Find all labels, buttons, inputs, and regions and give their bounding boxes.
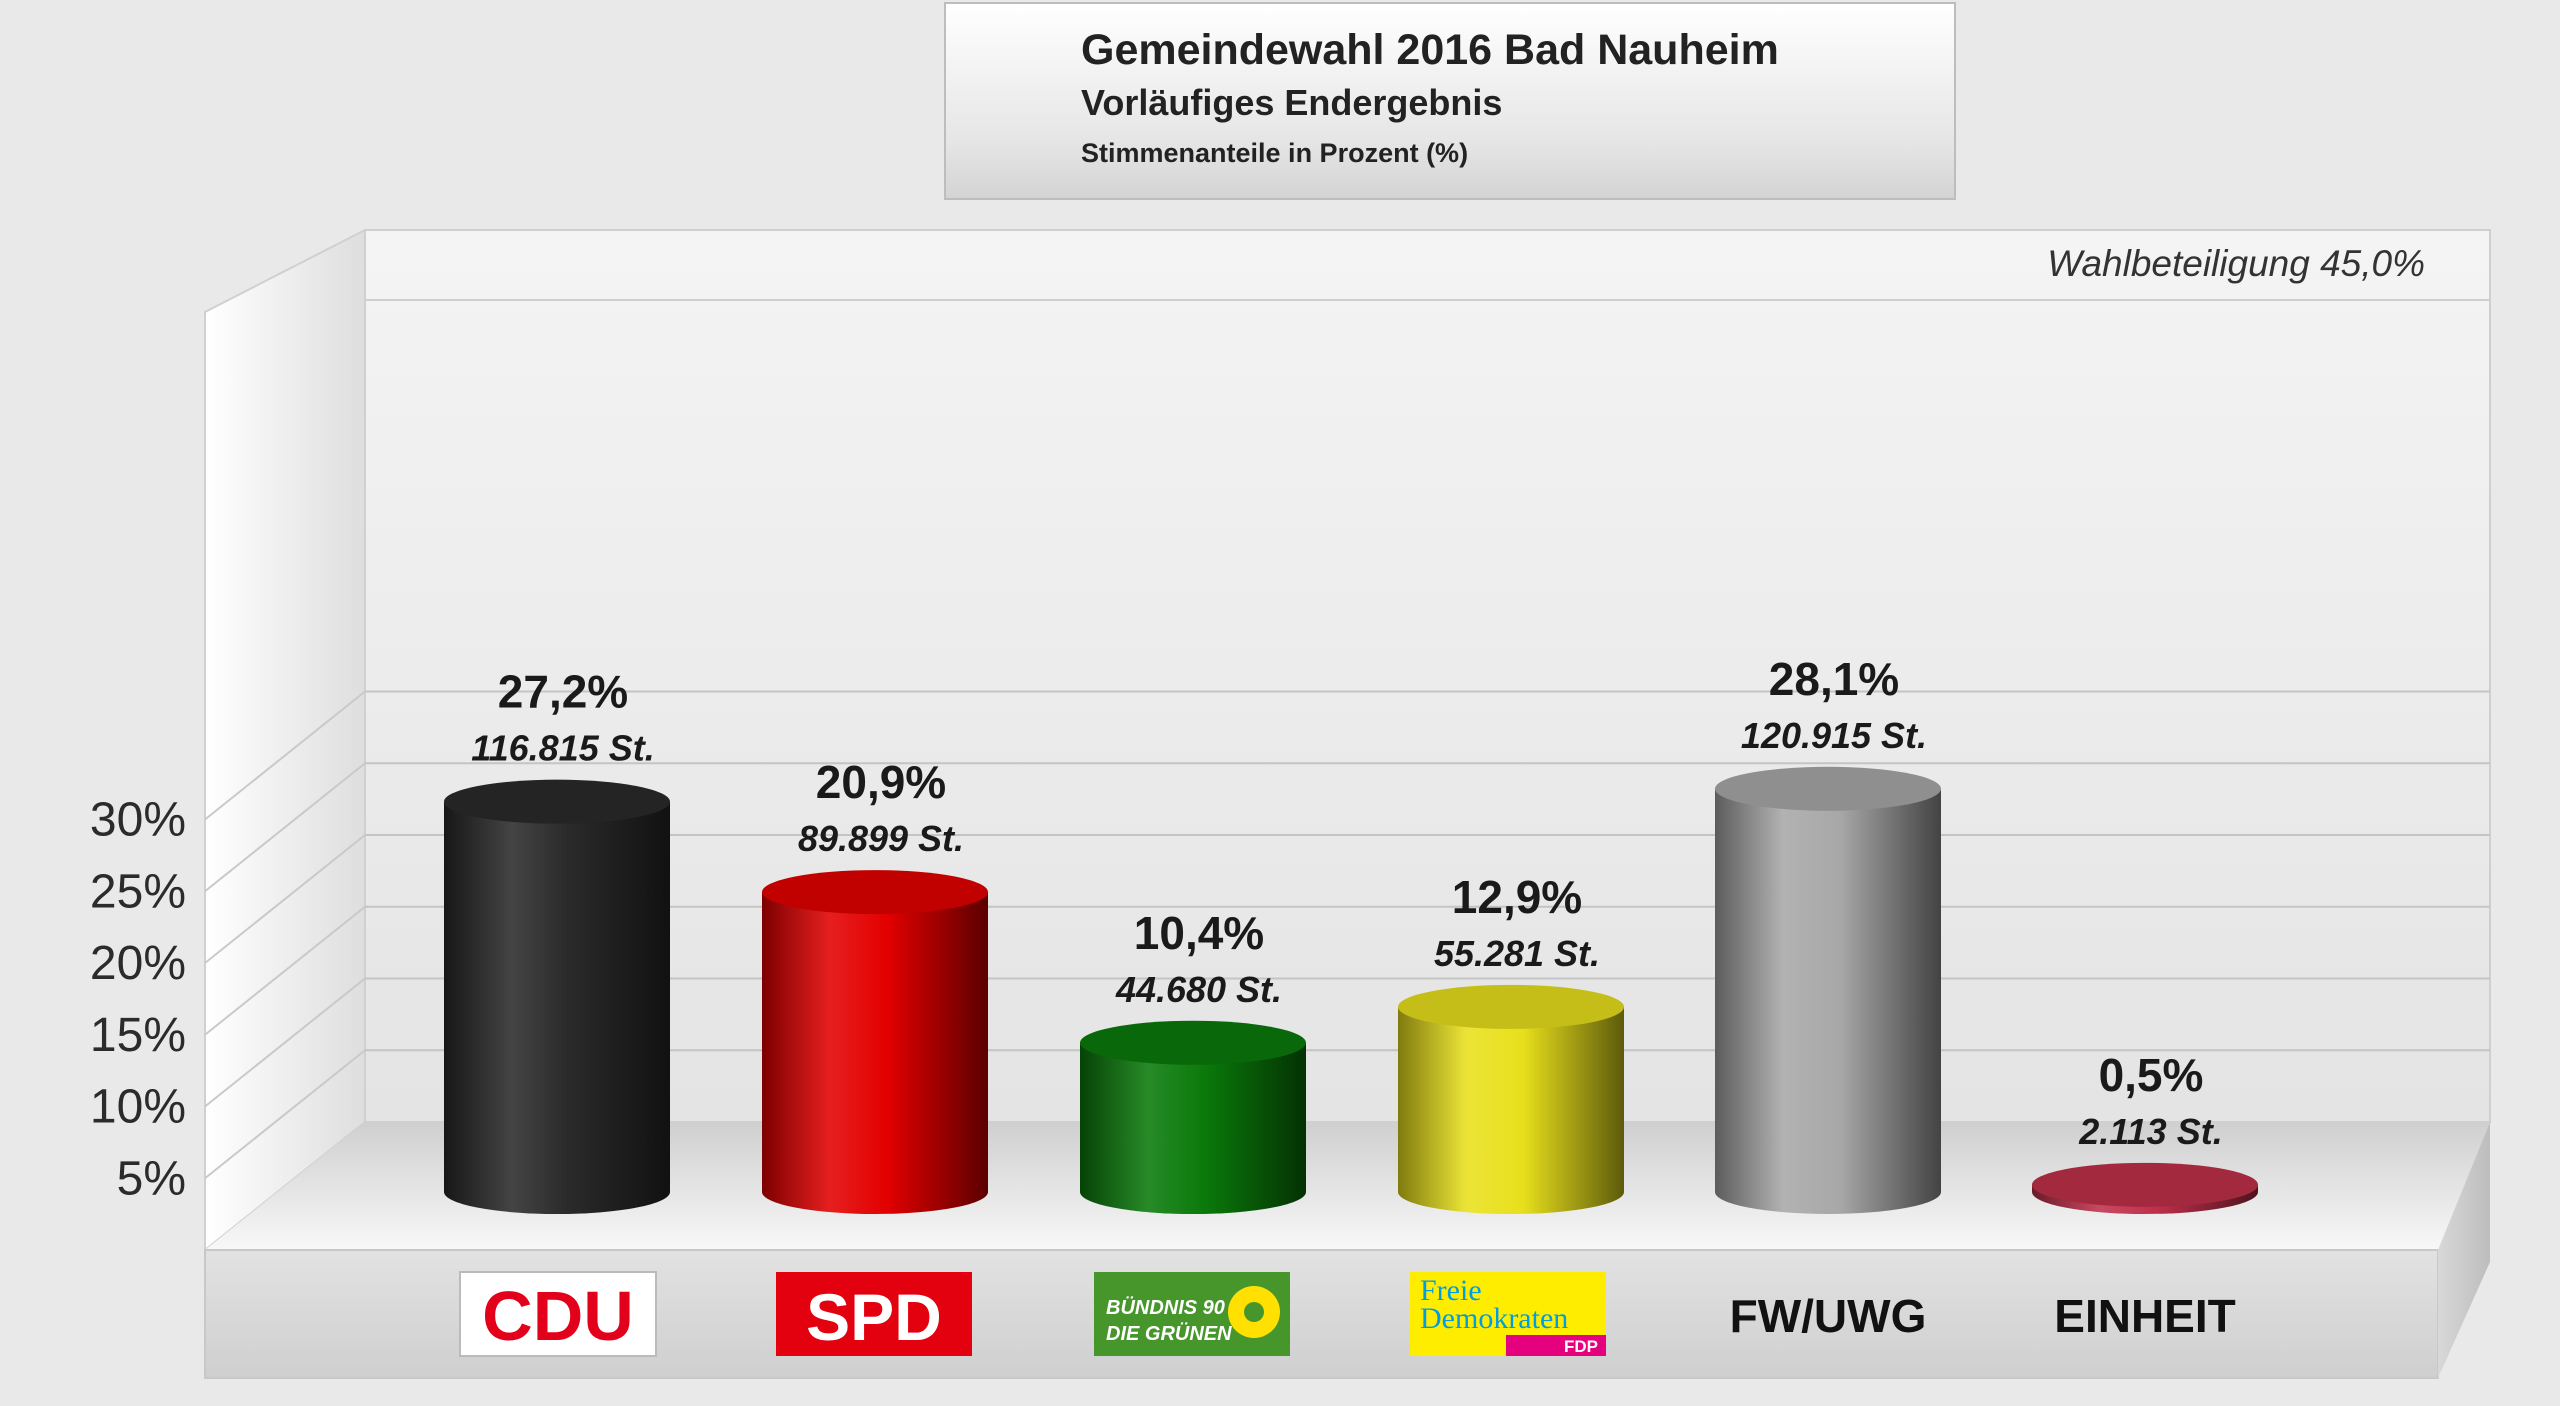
y-tick-label: 25%	[90, 865, 186, 918]
right-edge	[2438, 1122, 2490, 1378]
bar-body	[762, 892, 988, 1214]
gruene-logo-line2: DIE GRÜNEN	[1106, 1322, 1232, 1345]
left-wall	[204, 228, 366, 1253]
y-tick-label: 20%	[90, 937, 186, 990]
fdp-logo-line2: Demokraten	[1420, 1302, 1568, 1335]
fdp-logo: Freie Demokraten FDP	[1410, 1272, 1606, 1356]
bar-top	[1715, 766, 1941, 811]
data-labels: 27,2% 116.815 St. 20,9% 89.899 St. 10,4% 44.6…	[471, 653, 2222, 1152]
bar	[762, 870, 988, 1214]
bar	[2032, 1162, 2258, 1214]
chart-note: Stimmenanteile in Prozent (%)	[1081, 138, 1469, 168]
bar	[444, 779, 670, 1214]
votes-label: 55.281 St.	[1434, 933, 1600, 974]
value-label: 20,9%	[816, 756, 946, 808]
gridline-side	[204, 690, 366, 821]
value-label: 28,1%	[1769, 653, 1899, 705]
votes-label: 44.680 St.	[1115, 969, 1282, 1010]
value-label: 0,5%	[2099, 1049, 2204, 1101]
bar-body	[1715, 788, 1941, 1214]
x-label-einheit: EINHEIT	[2054, 1290, 2235, 1342]
value-label: 12,9%	[1452, 871, 1582, 923]
title-box: Gemeindewahl 2016 Bad Nauheim Vorläufige…	[944, 2, 1956, 200]
bar-body	[1080, 1042, 1306, 1214]
value-label: 27,2%	[498, 666, 628, 718]
cdu-logo-text: CDU	[482, 1277, 634, 1355]
y-axis: 5% 10% 15% 20% 25% 30%	[90, 794, 186, 1206]
gruene-logo-line1: BÜNDNIS 90	[1106, 1296, 1225, 1319]
votes-label: 116.815 St.	[471, 728, 654, 769]
y-tick-label: 10%	[90, 1081, 186, 1134]
gridline-side	[204, 1049, 366, 1180]
chart-subtitle: Vorläufiges Endergebnis	[1081, 82, 1503, 123]
bar-top	[762, 870, 988, 915]
votes-label: 120.915 St.	[1741, 715, 1927, 756]
bar-top	[1080, 1020, 1306, 1065]
turnout-label: Wahlbeteiligung 45,0%	[2047, 243, 2425, 284]
votes-label: 89.899 St.	[798, 818, 964, 859]
value-label: 10,4%	[1134, 907, 1264, 959]
gridline-side	[204, 834, 366, 964]
bar	[1080, 1020, 1306, 1214]
back-wall	[364, 229, 2491, 1123]
gridline-side	[204, 905, 366, 1036]
bar	[1715, 766, 1941, 1214]
bar-top	[444, 779, 670, 824]
bar	[1398, 984, 1624, 1214]
fdp-logo-line3: FDP	[1564, 1337, 1598, 1356]
bar-body	[1398, 1006, 1624, 1214]
gruene-logo: BÜNDNIS 90 DIE GRÜNEN	[1094, 1272, 1290, 1356]
cdu-logo: CDU	[459, 1271, 657, 1357]
y-tick-label: 5%	[117, 1152, 186, 1205]
bar-top	[2032, 1162, 2258, 1207]
y-tick-label: 30%	[90, 794, 186, 847]
votes-label: 2.113 St.	[2078, 1111, 2222, 1152]
spd-logo: SPD	[776, 1272, 972, 1356]
bars	[444, 766, 2258, 1214]
fdp-logo-line1: Freie	[1420, 1274, 1482, 1307]
y-tick-label: 15%	[90, 1009, 186, 1062]
bar-top	[1398, 984, 1624, 1029]
x-label-fw-uwg: FW/UWG	[1730, 1290, 1927, 1342]
bar-body	[444, 801, 670, 1214]
gridline-side	[204, 977, 366, 1108]
spd-logo-text: SPD	[806, 1280, 942, 1354]
sunflower-center-icon	[1244, 1302, 1264, 1322]
gridline-side	[204, 762, 366, 893]
chart-title: Gemeindewahl 2016 Bad Nauheim	[1081, 26, 1779, 74]
